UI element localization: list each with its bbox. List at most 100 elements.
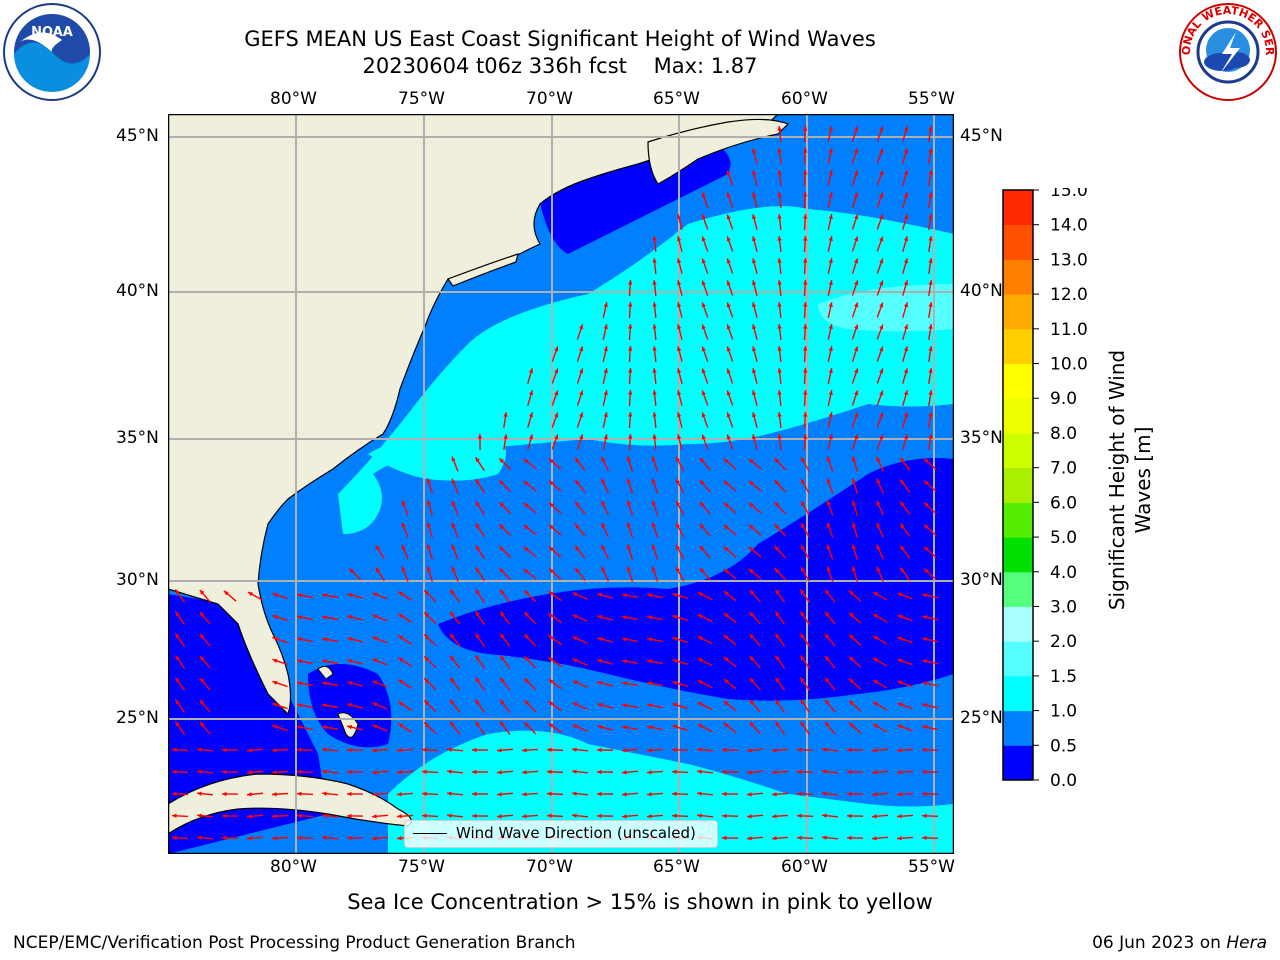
wave-direction-arrowhead	[928, 214, 933, 219]
wave-direction-arrowhead	[572, 791, 577, 796]
wave-direction-arrowhead	[572, 769, 577, 774]
wave-direction-arrowhead	[897, 658, 903, 663]
wave-direction-arrowhead	[426, 544, 432, 550]
wave-direction-arrowhead	[523, 503, 529, 508]
wave-direction-arrowhead	[347, 725, 353, 730]
wave-direction-arrowhead	[424, 634, 430, 640]
colorbar-bin	[1003, 571, 1033, 607]
wave-direction-arrowhead	[797, 769, 802, 775]
wave-direction-arrowhead	[500, 611, 505, 617]
wave-direction-arrowhead	[801, 501, 806, 507]
wave-direction-arrowhead	[601, 544, 606, 550]
wave-direction-arrowhead	[772, 814, 777, 819]
wave-direction-arrowhead	[297, 791, 302, 796]
colorbar-frame	[1002, 189, 1034, 781]
wave-direction-arrowhead	[499, 568, 505, 574]
wave-direction-arrowhead	[879, 236, 884, 242]
wave-direction-arrowhead	[723, 568, 729, 574]
wave-direction-arrowhead	[677, 390, 682, 396]
wave-direction-arrowhead	[747, 814, 752, 819]
wave-direction-arrowhead	[826, 500, 831, 506]
wave-direction-arrowhead	[699, 457, 705, 463]
wave-direction-arrowhead	[803, 148, 808, 153]
wave-direction-arrowhead	[601, 500, 606, 506]
wave-direction-arrowhead	[475, 501, 480, 507]
wave-direction-arrowhead	[524, 612, 530, 618]
wave-direction-arrowhead	[651, 456, 656, 462]
wave-direction-arrowhead	[503, 434, 508, 439]
wave-direction-arrowhead	[828, 368, 833, 374]
wave-direction-arrowhead	[824, 721, 830, 727]
wave-direction-arrowhead	[697, 769, 702, 774]
wave-direction-arrowhead	[752, 412, 757, 418]
wave-direction-arrowhead	[803, 236, 808, 241]
wave-direction-arrowhead	[777, 302, 782, 307]
wave-direction-arrowhead	[800, 655, 805, 661]
wave-direction-arrowhead	[554, 390, 559, 396]
colorbar-bin	[1003, 641, 1033, 677]
wave-direction-arrowhead	[903, 126, 909, 132]
wave-direction-arrowhead	[475, 479, 480, 485]
wave-height-map	[168, 114, 954, 854]
colorbar-tick-label: 10.0	[1050, 355, 1088, 375]
wave-direction-arrowhead	[652, 302, 657, 307]
wave-direction-arrowhead	[222, 791, 227, 797]
wave-direction-arrowhead	[879, 214, 884, 220]
wave-direction-arrowhead	[775, 699, 780, 705]
wave-direction-arrowhead	[752, 434, 757, 440]
wave-direction-arrowhead	[774, 546, 780, 551]
wave-direction-arrowhead	[347, 747, 352, 753]
wave-direction-arrowhead	[723, 613, 729, 618]
wave-direction-arrowhead	[523, 547, 529, 552]
wave-direction-arrowhead	[854, 148, 859, 154]
wave-direction-arrowhead	[828, 214, 833, 220]
wave-direction-arrowhead	[854, 126, 859, 132]
wave-direction-arrowhead	[554, 346, 559, 352]
wave-direction-arrowhead	[547, 747, 552, 753]
colorbar-tick-label: 4.0	[1050, 563, 1077, 583]
footer-branch: NCEP/EMC/Verification Post Processing Pr…	[13, 933, 576, 953]
wave-direction-arrowhead	[197, 769, 202, 774]
wave-direction-arrowhead	[672, 813, 677, 819]
wave-zone-lightcyan	[818, 284, 954, 332]
wave-direction-arrowhead	[175, 677, 180, 683]
wave-direction-arrowhead	[726, 368, 731, 374]
wave-direction-arrowhead	[722, 835, 727, 841]
wave-direction-arrowhead	[247, 836, 252, 841]
wave-direction-arrowhead	[824, 589, 830, 595]
wave-direction-arrowhead	[597, 724, 603, 730]
wave-direction-arrowhead	[726, 236, 731, 242]
wave-direction-arrowhead	[801, 545, 806, 551]
wave-direction-arrowhead	[897, 792, 902, 797]
wave-direction-arrowhead	[597, 658, 603, 664]
wave-direction-arrowhead	[603, 412, 608, 418]
wave-direction-arrowhead	[879, 170, 884, 176]
wave-direction-arrowhead	[701, 412, 706, 418]
wave-direction-arrowhead	[774, 524, 780, 529]
wave-direction-arrowhead	[450, 611, 455, 617]
wave-direction-arrowhead	[447, 791, 452, 796]
wave-direction-arrowhead	[222, 835, 227, 841]
wave-direction-arrowhead	[347, 593, 353, 598]
wave-direction-arrowhead	[903, 214, 909, 220]
wave-direction-arrowhead	[575, 479, 580, 485]
wave-direction-arrowhead	[322, 593, 327, 598]
wave-direction-arrowhead	[622, 681, 627, 686]
wave-direction-arrowhead	[652, 434, 657, 439]
wave-direction-arrowhead	[672, 724, 678, 730]
wave-direction-arrowhead	[922, 835, 927, 841]
wave-direction-arrowhead	[426, 500, 432, 506]
wave-direction-arrowhead	[876, 522, 881, 528]
wave-direction-arrowhead	[676, 522, 681, 528]
wave-direction-arrowhead	[854, 258, 859, 264]
wave-direction-arrowhead	[749, 590, 755, 595]
wave-direction-arrowhead	[424, 590, 430, 596]
wave-direction-arrowhead	[626, 522, 631, 528]
wave-direction-arrowhead	[622, 703, 627, 708]
wave-direction-arrowhead	[922, 769, 927, 775]
colorbar-tick-label: 0.5	[1050, 736, 1077, 756]
wave-direction-arrowhead	[828, 148, 833, 154]
wave-direction-arrowhead	[472, 813, 477, 819]
wave-direction-arrowhead	[475, 567, 480, 573]
wind-wave-arrows	[171, 125, 939, 841]
